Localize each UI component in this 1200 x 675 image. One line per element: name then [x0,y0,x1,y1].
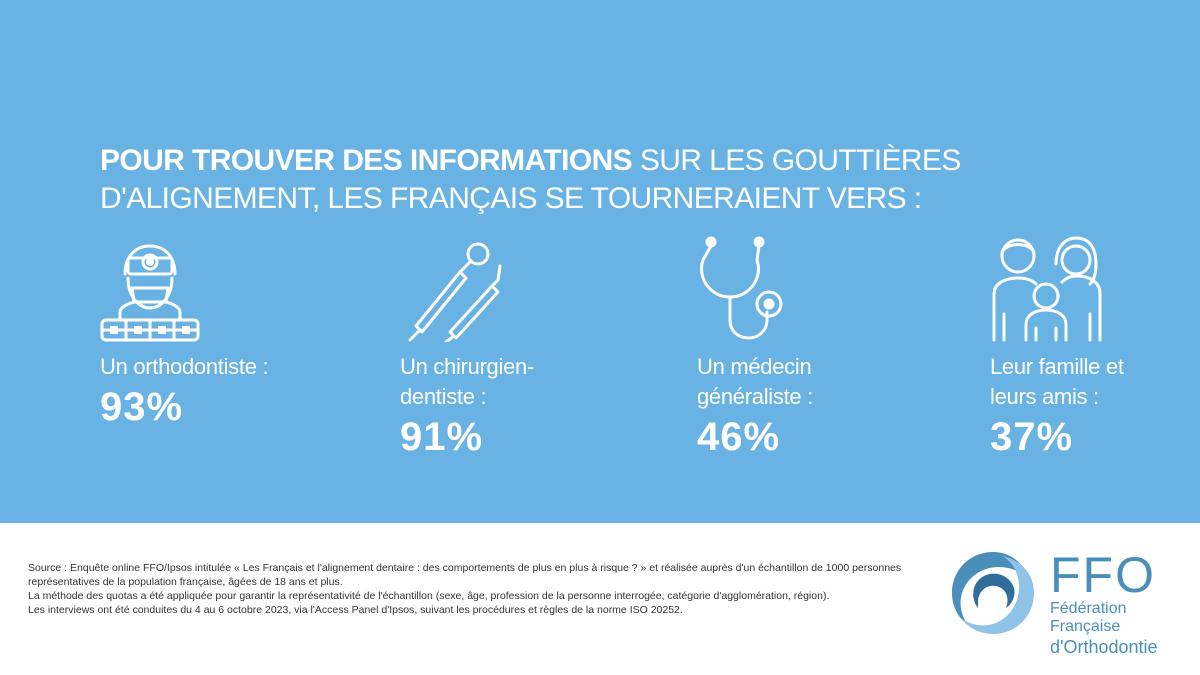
stat-label-line: Un chirurgien- [400,354,534,379]
orthodontist-icon [100,244,200,342]
stat-label: Un chirurgien- dentiste : [400,352,620,412]
logo-line-2: d'Orthodontie [1050,637,1158,657]
source-notes: Source : Enquête online FFO/Ipsos intitu… [28,561,928,617]
headline: POUR TROUVER DES INFORMATIONS SUR LES GO… [100,142,1100,218]
stat-value: 91% [400,415,484,459]
stat-label: Leur famille et leurs amis : [990,352,1200,412]
stat-family: Leur famille et leurs amis : 37% [990,232,1200,460]
stat-label-line: leurs amis : [990,384,1099,409]
stat-doctor: Un médecin généraliste : 46% [697,232,917,460]
stat-label-line: généraliste : [697,384,813,409]
ffo-swirl-icon [952,552,1034,634]
stat-label: Un orthodontiste : [100,352,320,382]
ffo-logo: FFO Fédération Française d'Orthodontie [948,548,1178,657]
stat-label-line: Un orthodontiste : [100,354,269,379]
stat-dentist: Un chirurgien- dentiste : 91% [400,232,620,460]
stat-label-line: Leur famille et [990,354,1124,379]
stat-label-line: Un médecin [697,354,812,379]
source-line: Source : Enquête online FFO/Ipsos intitu… [28,562,902,588]
source-line: Les interviews ont été conduites du 4 au… [28,604,683,616]
stat-value: 93% [100,385,184,429]
logo-line-1: Fédération Française [1050,600,1127,635]
family-icon [992,236,1102,342]
stethoscope-icon [700,236,783,340]
dental-tools-icon [408,242,502,342]
stat-value: 46% [697,415,781,459]
logo-text: FFO Fédération Française d'Orthodontie [1050,550,1178,658]
logo-abbr: FFO [1050,547,1156,603]
stat-orthodontist: Un orthodontiste : 93% [100,232,320,430]
source-line: La méthode des quotas a été appliquée po… [28,590,830,602]
headline-bold: POUR TROUVER DES INFORMATIONS [100,144,633,177]
headline-regular: SUR LES GOUTTIÈRES D'ALIGNEMENT, LES FRA… [100,144,961,215]
stat-value: 37% [990,415,1074,459]
stat-label: Un médecin généraliste : [697,352,917,412]
infographic-panel: POUR TROUVER DES INFORMATIONS SUR LES GO… [0,0,1200,523]
stat-label-line: dentiste : [400,384,487,409]
